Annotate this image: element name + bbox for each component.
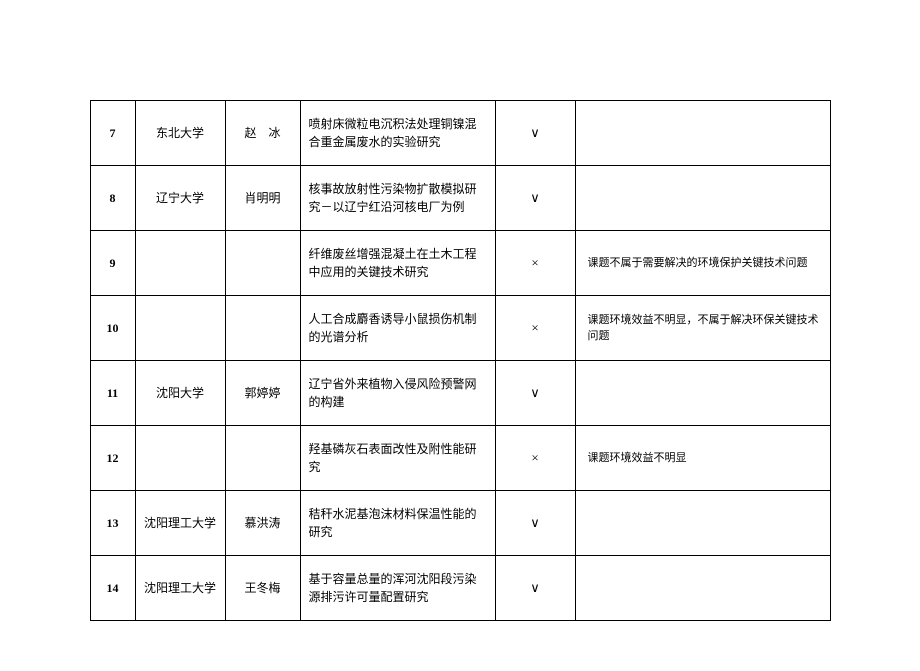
row-number: 9 [90,231,135,296]
person [225,426,300,491]
table-row: 10 人工合成麝香诱导小鼠损伤机制的光谱分析 × 课题环境效益不明显，不属于解决… [90,296,830,361]
university: 沈阳理工大学 [135,556,225,621]
topic: 纤维废丝增强混凝土在土木工程中应用的关键技术研究 [300,231,495,296]
row-number: 13 [90,491,135,556]
table-row: 7 东北大学 赵 冰 喷射床微粒电沉积法处理铜镍混合重金属废水的实验研究 ∨ [90,101,830,166]
table-row: 9 纤维废丝增强混凝土在土木工程中应用的关键技术研究 × 课题不属于需要解决的环… [90,231,830,296]
table-row: 11 沈阳大学 郭婷婷 辽宁省外来植物入侵风险预警网的构建 ∨ [90,361,830,426]
university: 东北大学 [135,101,225,166]
person [225,296,300,361]
row-number: 7 [90,101,135,166]
reason [575,491,830,556]
row-number: 12 [90,426,135,491]
table-body: 7 东北大学 赵 冰 喷射床微粒电沉积法处理铜镍混合重金属废水的实验研究 ∨ 8… [90,101,830,621]
person: 肖明明 [225,166,300,231]
row-number: 10 [90,296,135,361]
university: 沈阳大学 [135,361,225,426]
person: 郭婷婷 [225,361,300,426]
university [135,426,225,491]
table-row: 14 沈阳理工大学 王冬梅 基于容量总量的浑河沈阳段污染源排污许可量配置研究 ∨ [90,556,830,621]
university [135,296,225,361]
status-mark: ∨ [495,166,575,231]
topic: 秸秆水泥基泡沫材料保温性能的研究 [300,491,495,556]
university [135,231,225,296]
reason [575,101,830,166]
status-mark: × [495,231,575,296]
topic: 羟基磷灰石表面改性及附性能研究 [300,426,495,491]
row-number: 8 [90,166,135,231]
person: 赵 冰 [225,101,300,166]
status-mark: × [495,426,575,491]
topic: 喷射床微粒电沉积法处理铜镍混合重金属废水的实验研究 [300,101,495,166]
reason: 课题环境效益不明显，不属于解决环保关键技术问题 [575,296,830,361]
status-mark: ∨ [495,491,575,556]
person: 慕洪涛 [225,491,300,556]
status-mark: ∨ [495,101,575,166]
row-number: 11 [90,361,135,426]
table-row: 12 羟基磷灰石表面改性及附性能研究 × 课题环境效益不明显 [90,426,830,491]
reason [575,361,830,426]
row-number: 14 [90,556,135,621]
university: 辽宁大学 [135,166,225,231]
reason [575,166,830,231]
table-row: 8 辽宁大学 肖明明 核事故放射性污染物扩散模拟研究－以辽宁红沿河核电厂为例 ∨ [90,166,830,231]
status-mark: ∨ [495,556,575,621]
table-row: 13 沈阳理工大学 慕洪涛 秸秆水泥基泡沫材料保温性能的研究 ∨ [90,491,830,556]
topic: 人工合成麝香诱导小鼠损伤机制的光谱分析 [300,296,495,361]
topic: 核事故放射性污染物扩散模拟研究－以辽宁红沿河核电厂为例 [300,166,495,231]
status-mark: ∨ [495,361,575,426]
topic: 辽宁省外来植物入侵风险预警网的构建 [300,361,495,426]
reason: 课题环境效益不明显 [575,426,830,491]
person: 王冬梅 [225,556,300,621]
person [225,231,300,296]
reason [575,556,830,621]
reason: 课题不属于需要解决的环境保护关键技术问题 [575,231,830,296]
university: 沈阳理工大学 [135,491,225,556]
topic: 基于容量总量的浑河沈阳段污染源排污许可量配置研究 [300,556,495,621]
status-mark: × [495,296,575,361]
project-review-table: 7 东北大学 赵 冰 喷射床微粒电沉积法处理铜镍混合重金属废水的实验研究 ∨ 8… [90,100,831,621]
